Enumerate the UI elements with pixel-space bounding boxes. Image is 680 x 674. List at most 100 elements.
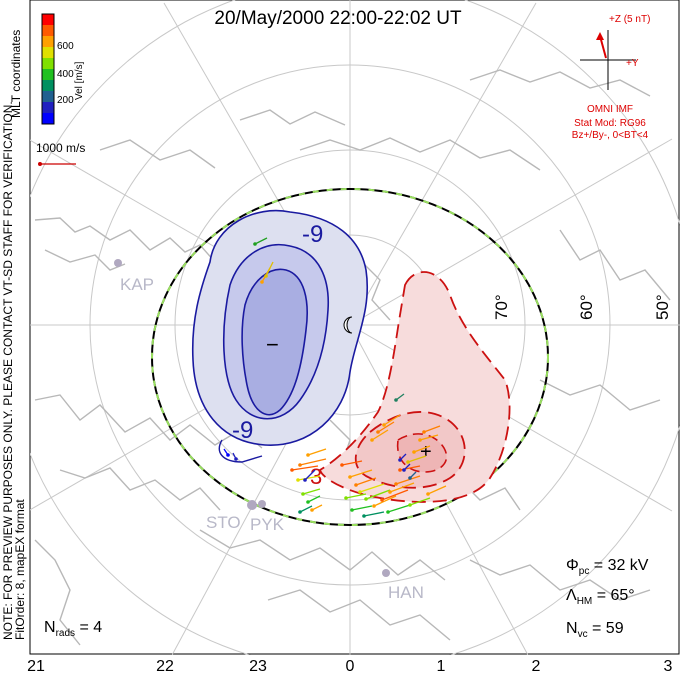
velocity-vector [389,482,415,493]
map-title: 20/May/2000 22:00-22:02 UT [214,8,462,29]
velocity-vector [427,485,447,495]
velocity-vector-origin [408,476,412,480]
velocity-vector [365,489,391,500]
velocity-vector-origin [388,490,392,494]
velocity-colorbar [41,13,55,125]
velocity-vector [307,448,327,456]
velocity-vector [304,469,316,481]
velocity-vector-origin [364,497,368,501]
radar-label-kap: KAP [120,275,154,294]
imf-condition: Bz+/By-, 0<BT<4 [572,130,649,141]
velocity-vector [349,469,373,478]
velocity-vector [359,483,385,493]
velocity-vector-origin [372,504,376,508]
positive-potential-cell [318,271,511,503]
velocity-vector-origin [264,274,268,278]
velocity-vector-origin [408,503,412,507]
velocity-vector-origin [296,478,300,482]
colorbar-swatch [42,25,54,37]
velocity-vector [265,261,274,277]
neg-contour-label-top: -9 [302,221,323,248]
velocity-vector [291,465,319,471]
velocity-vector-origin [394,398,398,402]
lat-label-50: 50° [653,294,672,320]
velocity-vector [299,505,313,513]
radar-label-han: HAN [388,583,424,602]
velocity-vector [345,493,367,499]
velocity-vector [383,414,401,426]
coords-label: MLT coordinates [9,30,23,118]
colorbar-swatch [42,47,54,59]
velocity-vector-origin [380,498,384,502]
velocity-vector [371,429,389,441]
noon-marker [343,316,353,334]
imf-z-label: +Z (5 nT) [609,14,650,25]
mlt-label-3: 3 [664,658,673,674]
velocity-vector-origin [426,492,430,496]
mlt-axis: 21 22 23 0 1 2 3 [27,658,672,674]
mlt-label-21: 21 [27,658,45,674]
velocity-vector [297,475,321,481]
vector-scale-dot [38,162,42,166]
stat-phi-pc: Φpc = 32 kV [566,557,649,577]
velocity-vector [377,421,395,433]
velocity-vector [351,505,373,511]
velocity-vector-origin [298,463,302,467]
velocity-vector-origin [358,490,362,494]
velocity-vector [302,488,321,495]
potential-min-marker: − [266,332,279,357]
velocity-vector [311,504,323,511]
plot-frame [29,0,680,655]
velocity-vector-origin [362,514,366,518]
colorbar-swatch [42,91,54,103]
velocity-vector-origin [354,483,358,487]
velocity-vector-origin [301,492,305,496]
velocity-vector-origin [344,496,348,500]
velocity-vector-origin [310,508,314,512]
velocity-vector-origin [234,457,238,461]
potential-max-marker: + [420,441,432,463]
velocity-vector [413,445,431,453]
velocity-vector-origin [386,510,390,514]
velocity-vectors [223,237,447,518]
velocity-vector-origin [402,468,406,472]
stat-lambda-hm: ΛHM = 65° [566,587,635,607]
mlt-label-2: 2 [532,658,541,674]
negative-potential-cell [191,209,369,463]
velocity-vector-origin [412,450,416,454]
velocity-vector [419,434,439,441]
colorbar-tick-400: 400 [57,69,74,80]
velocity-vector-origin [298,510,302,514]
velocity-vector [381,489,409,501]
velocity-vector [373,495,397,507]
velocity-vector-origin [398,458,402,462]
velocity-vector [395,475,421,485]
velocity-vector-origin [350,508,354,512]
velocity-vector-origin [306,453,310,457]
velocity-vector [254,237,268,245]
velocity-vector [299,458,327,466]
velocity-vector-origin [290,468,294,472]
velocity-vector-origin [226,453,230,457]
lat-label-70: 70° [492,294,511,320]
velocity-vector-origin [370,438,374,442]
vector-scale-label: 1000 m/s [36,141,85,155]
radar-label-sto: STO [206,513,241,532]
velocity-vector-origin [422,430,426,434]
velocity-vector [341,460,363,466]
velocity-vector-origin [303,478,307,482]
velocity-vector [409,497,431,506]
mlt-label-0: 0 [346,658,355,674]
mlt-label-1: 1 [437,658,446,674]
velocity-vector-origin [418,438,422,442]
velocity-vector-origin [398,468,402,472]
colorbar-swatch [42,14,54,26]
velocity-vector [387,504,411,513]
lat-label-60: 60° [577,294,596,320]
mlt-label-23: 23 [249,658,267,674]
velocity-vector [363,511,385,517]
imf-y-label: +Y [626,58,639,69]
radar-label-pyk: PYK [250,515,285,534]
velocity-vector [307,495,321,503]
velocity-vector-origin [340,463,344,467]
